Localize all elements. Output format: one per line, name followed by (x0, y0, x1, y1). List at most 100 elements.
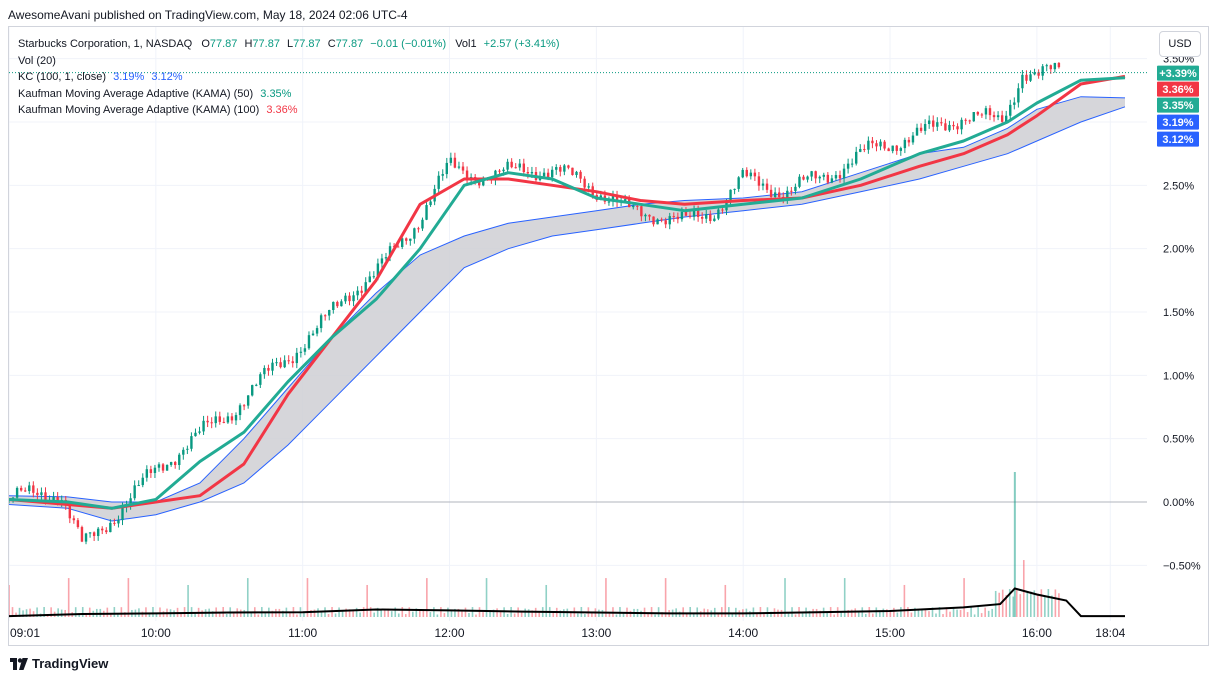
volume-bar (513, 613, 516, 617)
candle-body (161, 464, 165, 471)
volume-bar (608, 612, 611, 617)
vol20-label[interactable]: Vol (20) (18, 54, 56, 67)
candle-body (1025, 74, 1028, 81)
volume-bar (394, 607, 397, 617)
candle-body (895, 145, 898, 151)
volume-bar (1040, 589, 1043, 617)
candle-body (364, 282, 367, 293)
candle-body (15, 487, 19, 498)
candle-body (453, 157, 457, 168)
candle-body (875, 143, 878, 147)
legend-symbol-row[interactable]: Starbucks Corporation, 1, NASDAQ O77.87 … (18, 36, 560, 53)
ohlc-low-value: 77.87 (293, 38, 321, 50)
candle-body (506, 161, 509, 170)
candle-body (923, 124, 927, 131)
volume-bar (22, 610, 24, 617)
candle-body (980, 114, 984, 116)
volume-bar (67, 578, 70, 617)
candle-body (611, 195, 615, 202)
volume-bar (570, 611, 572, 617)
volume-bar (471, 607, 474, 617)
candle-body (656, 219, 659, 225)
candle-body (96, 528, 100, 537)
candle-body (818, 176, 821, 179)
candle-body (182, 449, 185, 455)
candle-body (571, 167, 574, 176)
volume-bar (352, 610, 354, 617)
volume-bar (334, 613, 337, 617)
volume-bar (577, 613, 579, 617)
candle-body (546, 172, 550, 178)
kc-band-fill (9, 96, 1125, 521)
kama50-label[interactable]: Kaufman Moving Average Adaptive (KAMA) (… (18, 87, 254, 100)
volume-bar (369, 607, 372, 617)
tradingview-logo[interactable]: TradingView (10, 656, 108, 671)
candle-body (238, 405, 242, 416)
candle-body (644, 214, 647, 217)
x-tick-label: 15:00 (875, 626, 905, 640)
candle-body (984, 108, 988, 115)
legend-kc-row[interactable]: KC (100, 1, close) 3.19% 3.12% (18, 69, 560, 86)
candle-body (846, 163, 850, 169)
volume-bar (390, 611, 393, 617)
candle-body (636, 205, 639, 207)
volume-bar (1022, 560, 1025, 617)
volume-bar (313, 609, 316, 617)
volume-bar (246, 578, 249, 617)
candle-body (542, 172, 546, 177)
candle-body (648, 214, 651, 217)
legend-kama100-row[interactable]: Kaufman Moving Average Adaptive (KAMA) (… (18, 102, 560, 119)
currency-button[interactable]: USD (1159, 31, 1201, 57)
candle-body (121, 507, 124, 521)
volume-bar (415, 608, 418, 617)
candle-body (178, 454, 181, 466)
candle-body (510, 161, 513, 168)
volume-bar (57, 608, 59, 617)
candle-body (830, 178, 834, 183)
candle-body (530, 171, 534, 174)
volume-bar (485, 578, 488, 617)
volume-bar (397, 613, 400, 617)
volume-bar (1044, 595, 1046, 617)
vol-label: Vol1 (455, 38, 477, 50)
volume-bar (243, 609, 246, 617)
volume-bar (345, 608, 347, 617)
volume-bar (436, 614, 439, 617)
volume-bar (120, 607, 123, 617)
volume-bar (32, 611, 35, 617)
candle-body (940, 122, 943, 124)
legend-kama50-row[interactable]: Kaufman Moving Average Adaptive (KAMA) (… (18, 86, 560, 103)
x-tick-label: 11:00 (288, 626, 317, 640)
volume-bar (1051, 595, 1053, 617)
volume-bar (1001, 589, 1004, 617)
price-chart[interactable]: 3.50%3.00%2.50%2.00%1.50%1.00%0.50%0.00%… (9, 27, 1209, 645)
volume-bar (454, 608, 456, 617)
candle-body (267, 367, 270, 371)
candle-body (295, 352, 299, 364)
volume-bar (538, 612, 541, 617)
volume-bar (882, 608, 885, 617)
symbol-name[interactable]: Starbucks Corporation, 1, NASDAQ (18, 38, 193, 50)
candle-body (753, 172, 757, 177)
candle-body (1045, 65, 1048, 67)
candle-body (806, 176, 809, 180)
volume-bar (373, 612, 375, 617)
volume-bar (461, 610, 463, 617)
volume-bar (447, 607, 449, 617)
candle-body (19, 487, 23, 491)
volume-bar (148, 614, 151, 617)
candle-body (842, 168, 846, 179)
volume-bar (910, 612, 913, 617)
volume-bar (113, 607, 116, 617)
candle-body (672, 216, 675, 218)
kama100-label[interactable]: Kaufman Moving Average Adaptive (KAMA) (… (18, 104, 260, 116)
legend-vol20-row[interactable]: Vol (20) (18, 53, 560, 70)
candle-body (526, 171, 530, 174)
candle-body (964, 119, 967, 121)
x-tick-label: 16:00 (1022, 626, 1052, 640)
candle-body (709, 214, 712, 222)
volume-bar (959, 609, 962, 617)
volume-bar (685, 613, 688, 617)
kc-label[interactable]: KC (100, 1, close) (18, 71, 107, 83)
price-label-text: 3.12% (1162, 134, 1193, 146)
